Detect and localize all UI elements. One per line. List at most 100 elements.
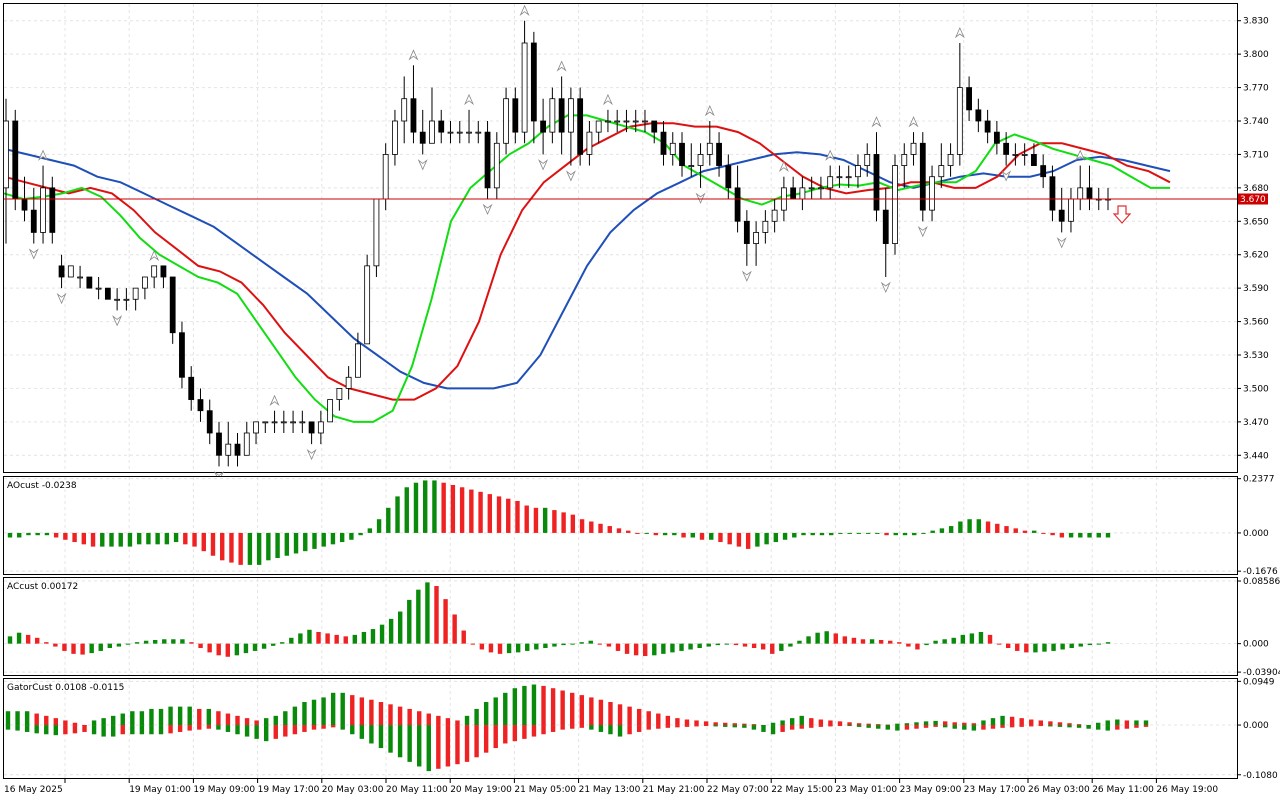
ac-bar [25, 634, 31, 644]
ac-bar [506, 643, 512, 654]
bullish-candle [123, 298, 130, 301]
fractal-up-icon [778, 160, 789, 172]
ac-bar [452, 614, 457, 644]
ao-bar [662, 532, 668, 536]
gator-lower-bar [981, 725, 986, 730]
bullish-candle [447, 131, 454, 134]
bullish-candle [225, 443, 232, 456]
time-tick-label: 23 May 17:00 [964, 785, 1026, 795]
gator-upper-bar [531, 684, 537, 726]
gator-lower-bar [608, 725, 613, 735]
ac-panel[interactable]: 0.08586 0.000 -0.03904 ACcust 0.00172 [3, 577, 1280, 678]
ac-bar [1051, 643, 1056, 651]
gator-lower-bar [885, 725, 890, 730]
ao-bar [745, 532, 751, 549]
gator-upper-bar [244, 718, 250, 726]
gator-panel[interactable]: 0.0949 0.000 -0.1080 GatorCust 0.0108 -0.0… [3, 677, 1279, 781]
gator-upper-bar [110, 715, 116, 726]
gator-upper-bar [856, 723, 862, 726]
ao-bar [266, 532, 271, 561]
gator-lower-bar [933, 725, 938, 727]
gator-upper-bar [206, 708, 212, 726]
gator-upper-bar [971, 723, 977, 726]
bullish-candle [142, 276, 148, 289]
gator-upper-bar [713, 722, 718, 726]
gator-lower-bar [302, 725, 307, 732]
ao-bar [229, 532, 234, 563]
time-tick-label: 26 May 03:00 [1028, 785, 1090, 795]
gator-upper-bar [292, 706, 298, 726]
bearish-candle [1040, 165, 1047, 178]
gator-upper-bar [665, 715, 671, 726]
bearish-candle [966, 87, 972, 111]
gator-lower-bar [522, 725, 527, 739]
ac-bar [162, 639, 167, 644]
gator-upper-bar [273, 715, 278, 726]
ac-bar [370, 629, 376, 644]
bearish-candle [1058, 209, 1065, 222]
bullish-candle [929, 176, 935, 211]
fractal-up-icon [38, 149, 49, 161]
bullish-candle [818, 187, 824, 190]
gator-upper-bar [235, 715, 240, 726]
gator-upper-bar [656, 713, 661, 726]
bullish-candle [475, 131, 482, 134]
bearish-candle [419, 131, 426, 144]
gator-upper-bar [359, 697, 365, 726]
ac-bar [116, 643, 122, 647]
bullish-candle [392, 120, 398, 155]
gator-lower-bar [311, 725, 317, 730]
ao-bar [358, 532, 363, 536]
ao-panel[interactable]: 0.2377 0.000 -0.1676 AOcust -0.0238 [3, 475, 1279, 578]
fractal-up-icon [908, 116, 919, 128]
bearish-candle [1003, 142, 1010, 155]
gator-upper-bar [187, 706, 192, 726]
ac-bar [16, 632, 22, 644]
gator-lower-bar [876, 725, 881, 729]
gator-upper-bar [933, 720, 938, 726]
gator-lower-bar [856, 725, 862, 727]
bullish-candle [114, 298, 121, 301]
ao-bar [201, 532, 206, 552]
gator-axis: 0.0949 0.000 -0.1080 [1237, 677, 1278, 781]
ac-bar [742, 643, 748, 647]
gator-lower-bar [1105, 725, 1110, 731]
time-tick-label: 23 May 09:00 [900, 785, 962, 795]
gator-upper-bar [799, 715, 804, 726]
gator-upper-bar [464, 715, 470, 726]
bullish-candle [503, 98, 509, 144]
ac-bar [915, 643, 920, 650]
bullish-candle [595, 120, 602, 133]
gator-upper-bar [780, 720, 785, 726]
bullish-candle [1077, 187, 1084, 200]
gator-lower-bar [330, 725, 336, 728]
gator-lower-bar [560, 725, 565, 730]
ac-bar [225, 643, 230, 657]
ac-bar [1024, 643, 1029, 653]
bearish-candle [104, 287, 111, 300]
ac-bar [515, 643, 521, 653]
gator-upper-bar [579, 695, 584, 726]
main-price-panel[interactable]: 3.830 3.800 3.770 3.740 3.710 3.680 3.650 3.620… [3, 3, 1270, 483]
bullish-candle [262, 421, 269, 424]
ao-bar [7, 532, 13, 538]
ao-bar [810, 532, 815, 536]
ao-bar [552, 510, 557, 533]
bullish-candle [771, 209, 778, 222]
gator-upper-bar [742, 723, 747, 726]
gator-lower-bar [627, 725, 632, 735]
ao-bar [164, 532, 170, 545]
gator-lower-bar [1038, 725, 1044, 727]
time-tick-label: 16 May 2025 [4, 785, 63, 795]
ac-bar [679, 643, 684, 651]
bullish-candle [892, 165, 898, 244]
price-axis: 3.830 3.800 3.770 3.740 3.710 3.680 3.650 3.620… [1237, 17, 1269, 461]
sell-arrow-icon [1112, 205, 1132, 224]
ac-bar [198, 643, 203, 649]
gator-upper-bar [397, 706, 403, 726]
ao-bar [570, 514, 576, 533]
ao-bar [100, 532, 105, 547]
bullish-candle [855, 165, 861, 178]
gator-upper-bar [225, 713, 231, 726]
